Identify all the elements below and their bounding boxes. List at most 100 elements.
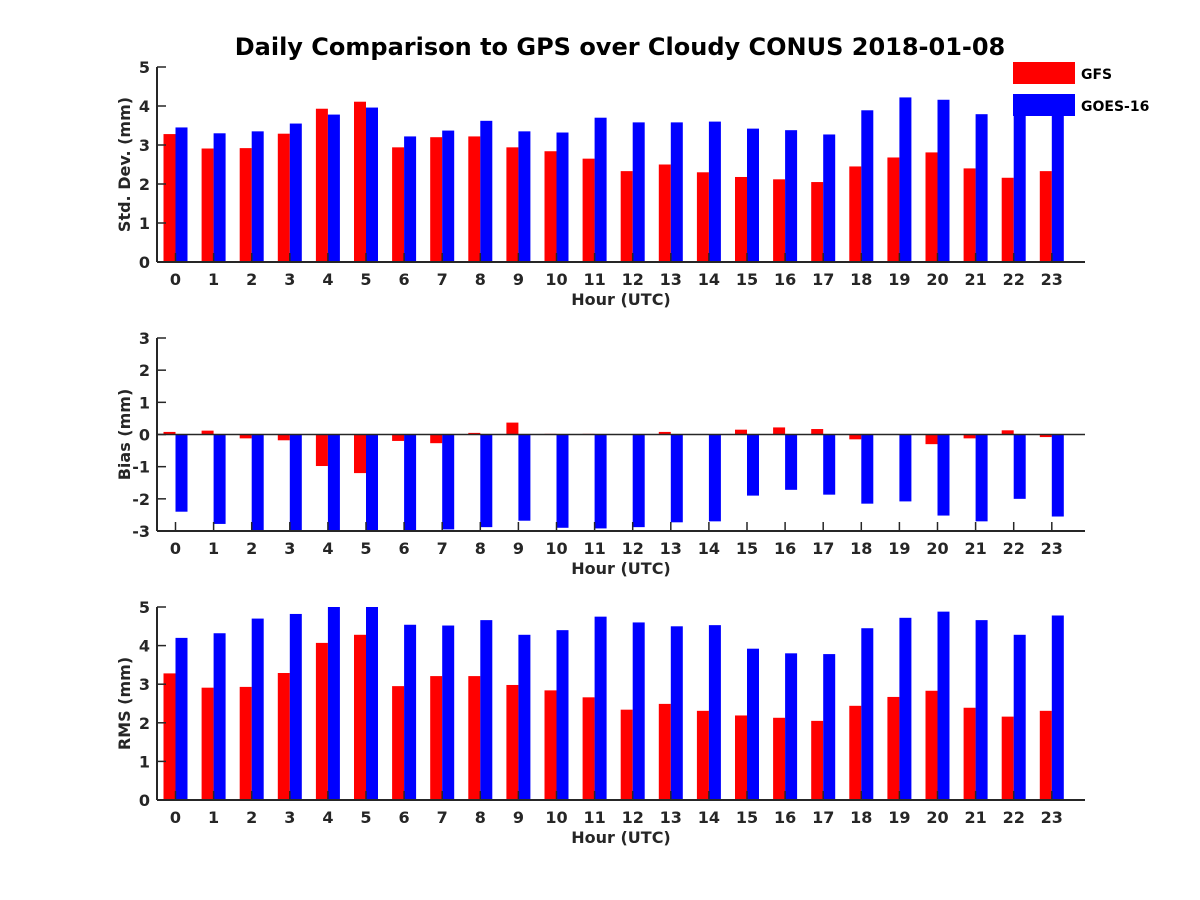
x-tick-label: 9 bbox=[513, 539, 524, 558]
x-tick-label: 19 bbox=[888, 808, 910, 827]
bar-rms-goes16-14 bbox=[708, 625, 721, 800]
x-axis-label: Hour (UTC) bbox=[571, 559, 671, 578]
legend-label-gfs: GFS bbox=[1081, 67, 1112, 83]
bar-rms-goes16-11 bbox=[594, 616, 607, 800]
bar-bias-gfs-2 bbox=[239, 434, 252, 439]
bar-std-dev-goes16-10 bbox=[556, 132, 569, 262]
bar-std-dev-gfs-12 bbox=[620, 171, 633, 262]
bar-rms-goes16-3 bbox=[289, 613, 302, 800]
bar-rms-goes16-16 bbox=[785, 653, 798, 800]
y-tick-label: 3 bbox=[139, 136, 150, 155]
bar-bias-gfs-18 bbox=[849, 434, 862, 440]
bar-bias-goes16-19 bbox=[899, 434, 912, 502]
bar-rms-goes16-13 bbox=[670, 626, 683, 800]
bar-std-dev-goes16-17 bbox=[823, 134, 836, 262]
y-tick-label: -2 bbox=[132, 490, 150, 509]
x-tick-label: 15 bbox=[736, 539, 758, 558]
bar-std-dev-gfs-16 bbox=[773, 179, 786, 262]
x-axis-label: Hour (UTC) bbox=[571, 828, 671, 847]
bar-rms-gfs-2 bbox=[239, 686, 252, 800]
x-tick-label: 5 bbox=[360, 808, 371, 827]
x-tick-label: 20 bbox=[926, 808, 948, 827]
x-tick-label: 3 bbox=[284, 539, 295, 558]
y-tick-label: -1 bbox=[132, 458, 150, 477]
bar-rms-gfs-10 bbox=[544, 690, 557, 800]
bar-bias-goes16-23 bbox=[1051, 434, 1064, 517]
x-tick-label: 7 bbox=[437, 539, 448, 558]
x-tick-label: 21 bbox=[964, 270, 986, 289]
bar-bias-gfs-7 bbox=[430, 434, 443, 444]
x-tick-label: 8 bbox=[475, 539, 486, 558]
x-tick-label: 9 bbox=[513, 808, 524, 827]
x-tick-label: 2 bbox=[246, 539, 257, 558]
bar-rms-gfs-13 bbox=[658, 703, 671, 800]
x-tick-label: 23 bbox=[1041, 808, 1063, 827]
bar-bias-goes16-1 bbox=[213, 434, 226, 524]
bar-std-dev-goes16-4 bbox=[327, 114, 340, 262]
bar-bias-goes16-4 bbox=[327, 434, 340, 531]
y-tick-label: 3 bbox=[139, 675, 150, 694]
bar-bias-gfs-21 bbox=[963, 434, 976, 439]
bar-bias-goes16-6 bbox=[404, 434, 417, 531]
bar-bias-gfs-16 bbox=[773, 427, 786, 435]
bar-std-dev-goes16-21 bbox=[975, 114, 988, 262]
bar-rms-gfs-23 bbox=[1039, 710, 1052, 800]
bar-rms-goes16-19 bbox=[899, 617, 912, 800]
x-tick-label: 11 bbox=[583, 539, 605, 558]
bar-std-dev-gfs-14 bbox=[696, 172, 709, 262]
bar-bias-gfs-3 bbox=[277, 434, 290, 441]
bar-rms-goes16-20 bbox=[937, 611, 950, 800]
x-tick-label: 22 bbox=[1003, 270, 1025, 289]
bar-rms-goes16-15 bbox=[747, 648, 759, 800]
bar-rms-goes16-6 bbox=[404, 624, 417, 800]
x-tick-label: 1 bbox=[208, 539, 219, 558]
bar-rms-gfs-21 bbox=[963, 707, 976, 800]
x-tick-label: 12 bbox=[622, 539, 644, 558]
bar-rms-gfs-6 bbox=[392, 686, 405, 800]
bar-bias-gfs-0 bbox=[163, 431, 176, 435]
x-tick-label: 3 bbox=[284, 808, 295, 827]
bar-bias-gfs-15 bbox=[735, 429, 747, 435]
bar-rms-goes16-7 bbox=[442, 625, 455, 800]
y-tick-label: 5 bbox=[139, 58, 150, 77]
bar-std-dev-goes16-14 bbox=[708, 121, 721, 262]
bar-std-dev-goes16-11 bbox=[594, 117, 607, 262]
y-tick-label: 1 bbox=[139, 752, 150, 771]
bar-rms-gfs-11 bbox=[582, 697, 595, 800]
bar-bias-goes16-15 bbox=[747, 434, 759, 496]
x-tick-label: 4 bbox=[322, 270, 333, 289]
bar-std-dev-gfs-5 bbox=[354, 101, 366, 263]
legend-label-goes16: GOES-16 bbox=[1081, 99, 1149, 115]
bar-bias-gfs-1 bbox=[201, 430, 214, 435]
bar-std-dev-gfs-2 bbox=[239, 148, 252, 262]
y-tick-label: 4 bbox=[139, 97, 150, 116]
bar-std-dev-gfs-11 bbox=[582, 158, 595, 262]
x-tick-label: 8 bbox=[475, 808, 486, 827]
bar-std-dev-goes16-8 bbox=[480, 120, 493, 262]
y-tick-label: 1 bbox=[139, 393, 150, 412]
bar-bias-goes16-12 bbox=[632, 434, 645, 528]
y-tick-label: 2 bbox=[139, 714, 150, 733]
x-tick-label: 16 bbox=[774, 808, 796, 827]
x-tick-label: 20 bbox=[926, 539, 948, 558]
x-tick-label: 16 bbox=[774, 270, 796, 289]
x-tick-label: 13 bbox=[660, 270, 682, 289]
x-tick-label: 7 bbox=[437, 808, 448, 827]
bar-rms-goes16-0 bbox=[175, 637, 188, 800]
bar-bias-goes16-13 bbox=[670, 434, 683, 523]
x-tick-label: 1 bbox=[208, 270, 219, 289]
bar-std-dev-gfs-19 bbox=[887, 157, 900, 262]
bar-bias-gfs-22 bbox=[1001, 430, 1014, 435]
x-tick-label: 0 bbox=[170, 808, 181, 827]
x-tick-label: 16 bbox=[774, 539, 796, 558]
bar-std-dev-gfs-17 bbox=[811, 182, 824, 262]
y-tick-label: 0 bbox=[139, 791, 150, 810]
bar-std-dev-goes16-13 bbox=[670, 122, 683, 262]
bar-bias-gfs-20 bbox=[925, 434, 938, 445]
bar-bias-gfs-9 bbox=[506, 422, 519, 435]
bar-bias-gfs-23 bbox=[1039, 434, 1052, 438]
x-tick-label: 12 bbox=[622, 270, 644, 289]
